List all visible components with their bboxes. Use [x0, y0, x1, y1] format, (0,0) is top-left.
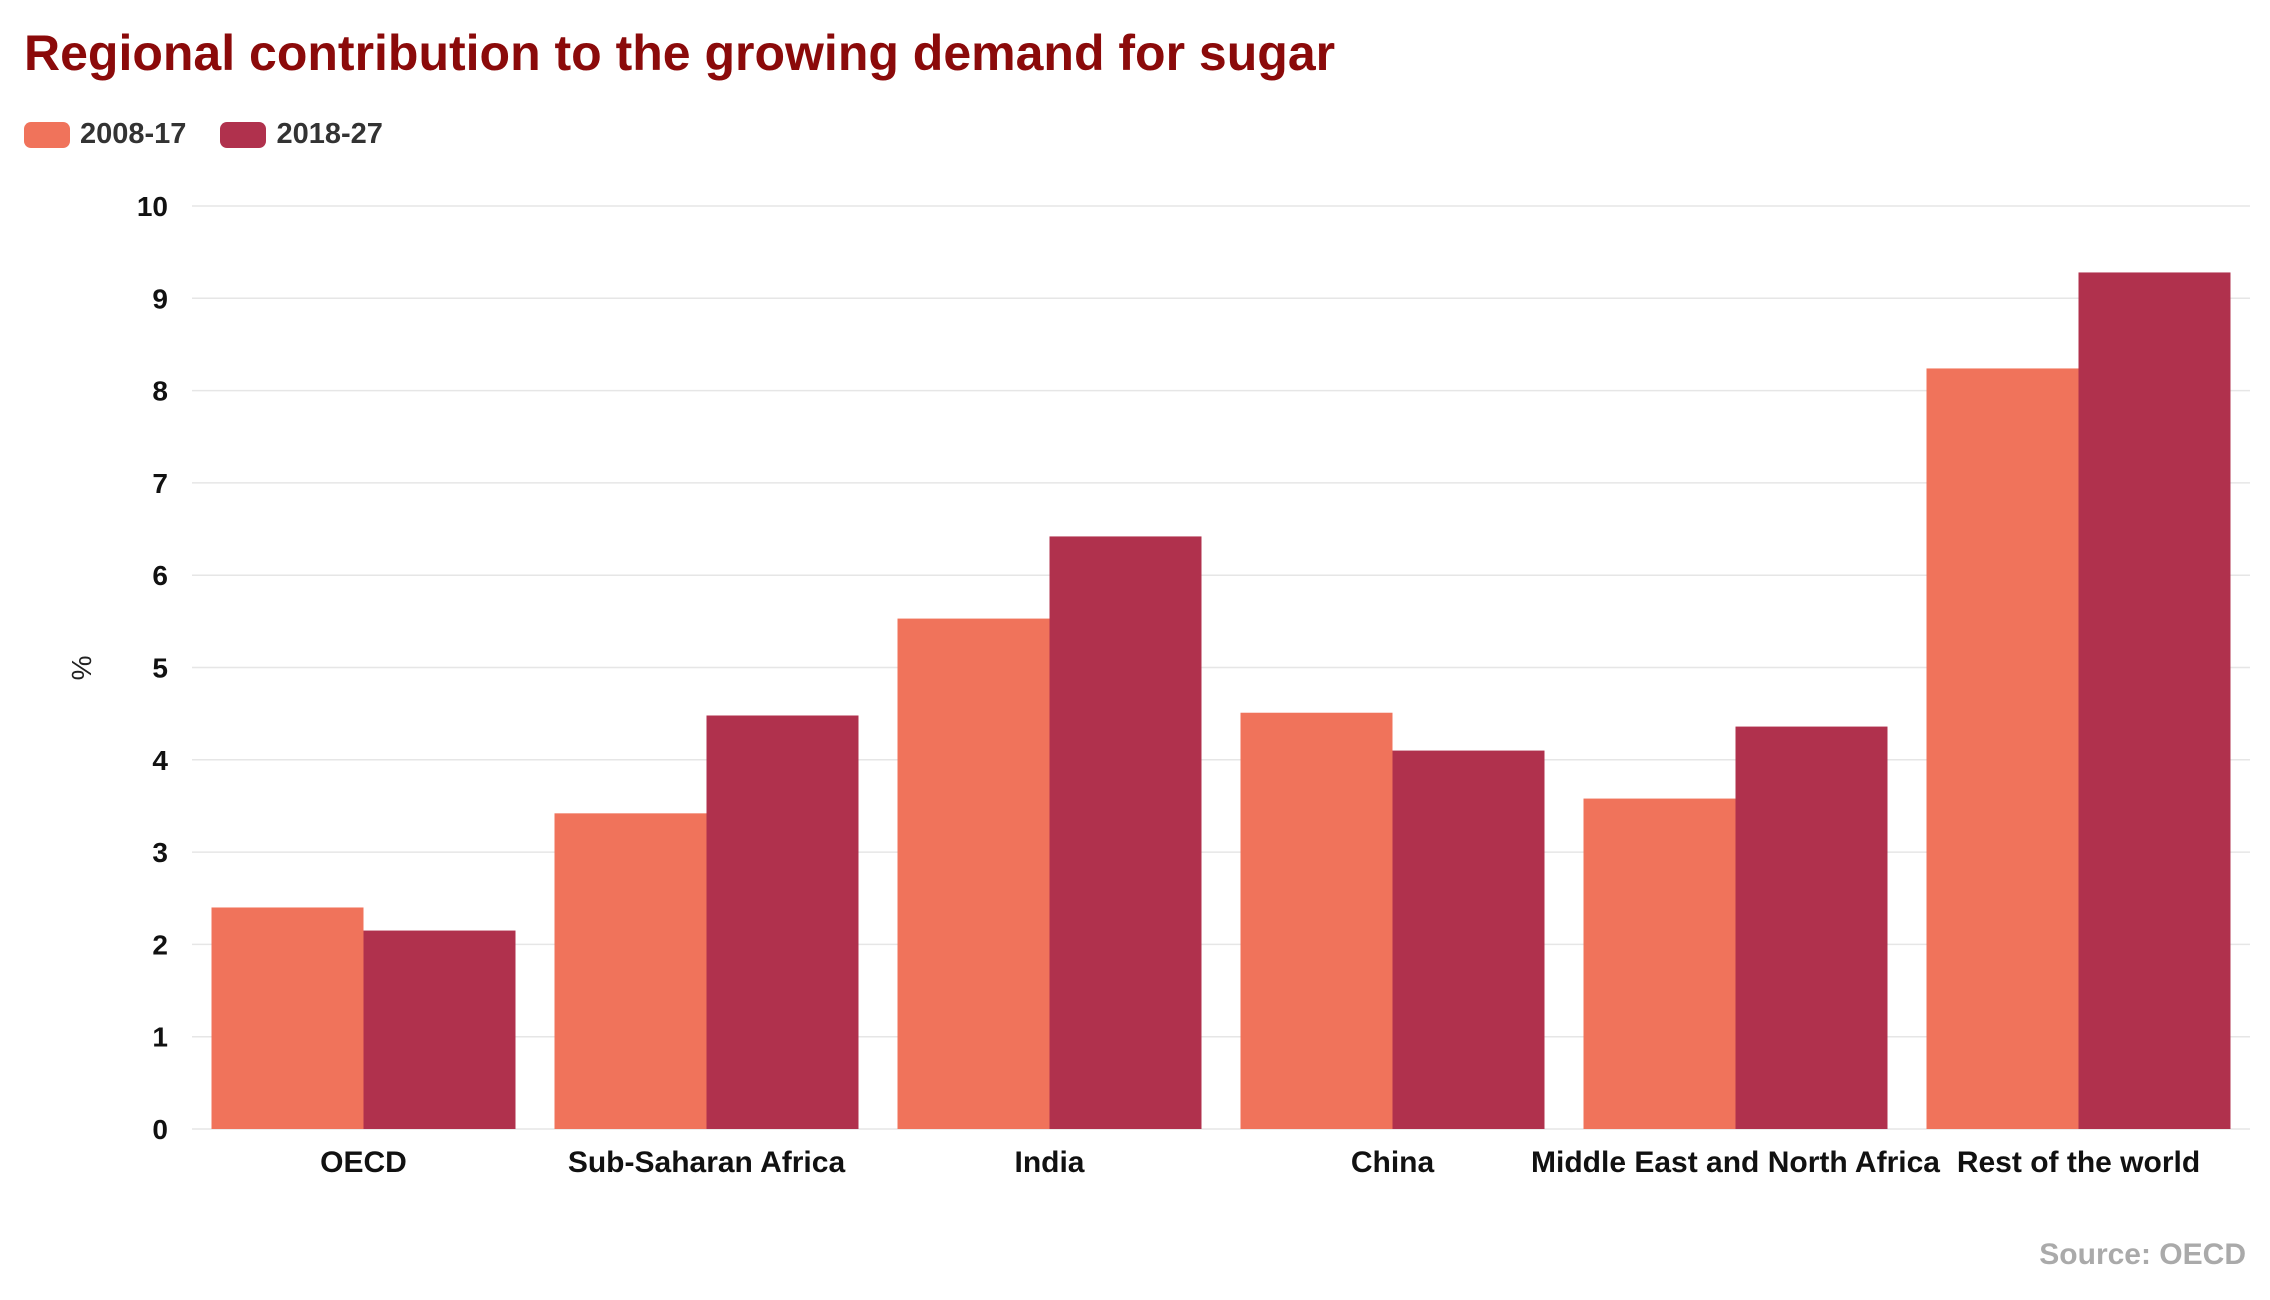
bar-1-4[interactable] [1583, 798, 1736, 1129]
y-tick-label: 1 [152, 1022, 168, 1053]
x-tick-label: India [1014, 1146, 1084, 1179]
source-note: Source: OECD [2039, 1238, 2246, 1271]
legend-label-series-2: 2018-27 [276, 118, 383, 150]
y-tick-label: 10 [137, 191, 168, 222]
legend: 2008-17 2018-27 [24, 118, 383, 151]
bar-2-0[interactable] [363, 930, 516, 1129]
chart-title: Regional contribution to the growing dem… [24, 25, 1336, 81]
x-tick-labels: OECD Sub-Saharan Africa India China Middle E… [320, 1146, 2200, 1179]
bar-2-1[interactable] [706, 715, 859, 1129]
y-axis-label: % [66, 656, 97, 681]
y-tick-label: 8 [152, 376, 168, 407]
bar-2-5[interactable] [2078, 272, 2231, 1129]
y-tick-label: 9 [152, 283, 168, 314]
gridlines [192, 205, 2250, 1130]
y-tick-label: 0 [152, 1114, 168, 1145]
bar-2-4[interactable] [1735, 726, 1888, 1129]
y-tick-label: 4 [152, 745, 168, 776]
bar-1-2[interactable] [897, 618, 1050, 1129]
bars [211, 272, 2231, 1129]
bar-1-1[interactable] [554, 813, 707, 1129]
legend-label-series-1: 2008-17 [80, 118, 187, 150]
legend-item-series-2[interactable]: 2018-27 [220, 118, 383, 151]
bar-1-3[interactable] [1240, 712, 1393, 1129]
x-tick-label: Middle East and North Africa [1531, 1146, 1940, 1179]
y-tick-label: 6 [152, 560, 168, 591]
bar-2-2[interactable] [1049, 536, 1202, 1129]
x-tick-label: China [1351, 1146, 1435, 1179]
legend-item-series-1[interactable]: 2008-17 [24, 118, 186, 151]
legend-swatch-series-2 [220, 121, 267, 148]
bar-1-5[interactable] [1926, 368, 2079, 1129]
y-tick-labels: 0 1 2 3 4 5 6 7 8 9 10 [137, 191, 169, 1145]
legend-swatch-series-1 [24, 121, 70, 148]
x-tick-label: Sub-Saharan Africa [568, 1146, 846, 1179]
y-tick-label: 5 [152, 653, 168, 684]
bar-2-3[interactable] [1392, 750, 1545, 1129]
x-tick-label: OECD [320, 1146, 407, 1179]
y-tick-label: 2 [152, 929, 168, 960]
y-tick-label: 3 [152, 837, 168, 868]
bar-1-0[interactable] [211, 907, 364, 1129]
y-tick-label: 7 [152, 468, 168, 499]
x-tick-label: Rest of the world [1957, 1146, 2200, 1179]
